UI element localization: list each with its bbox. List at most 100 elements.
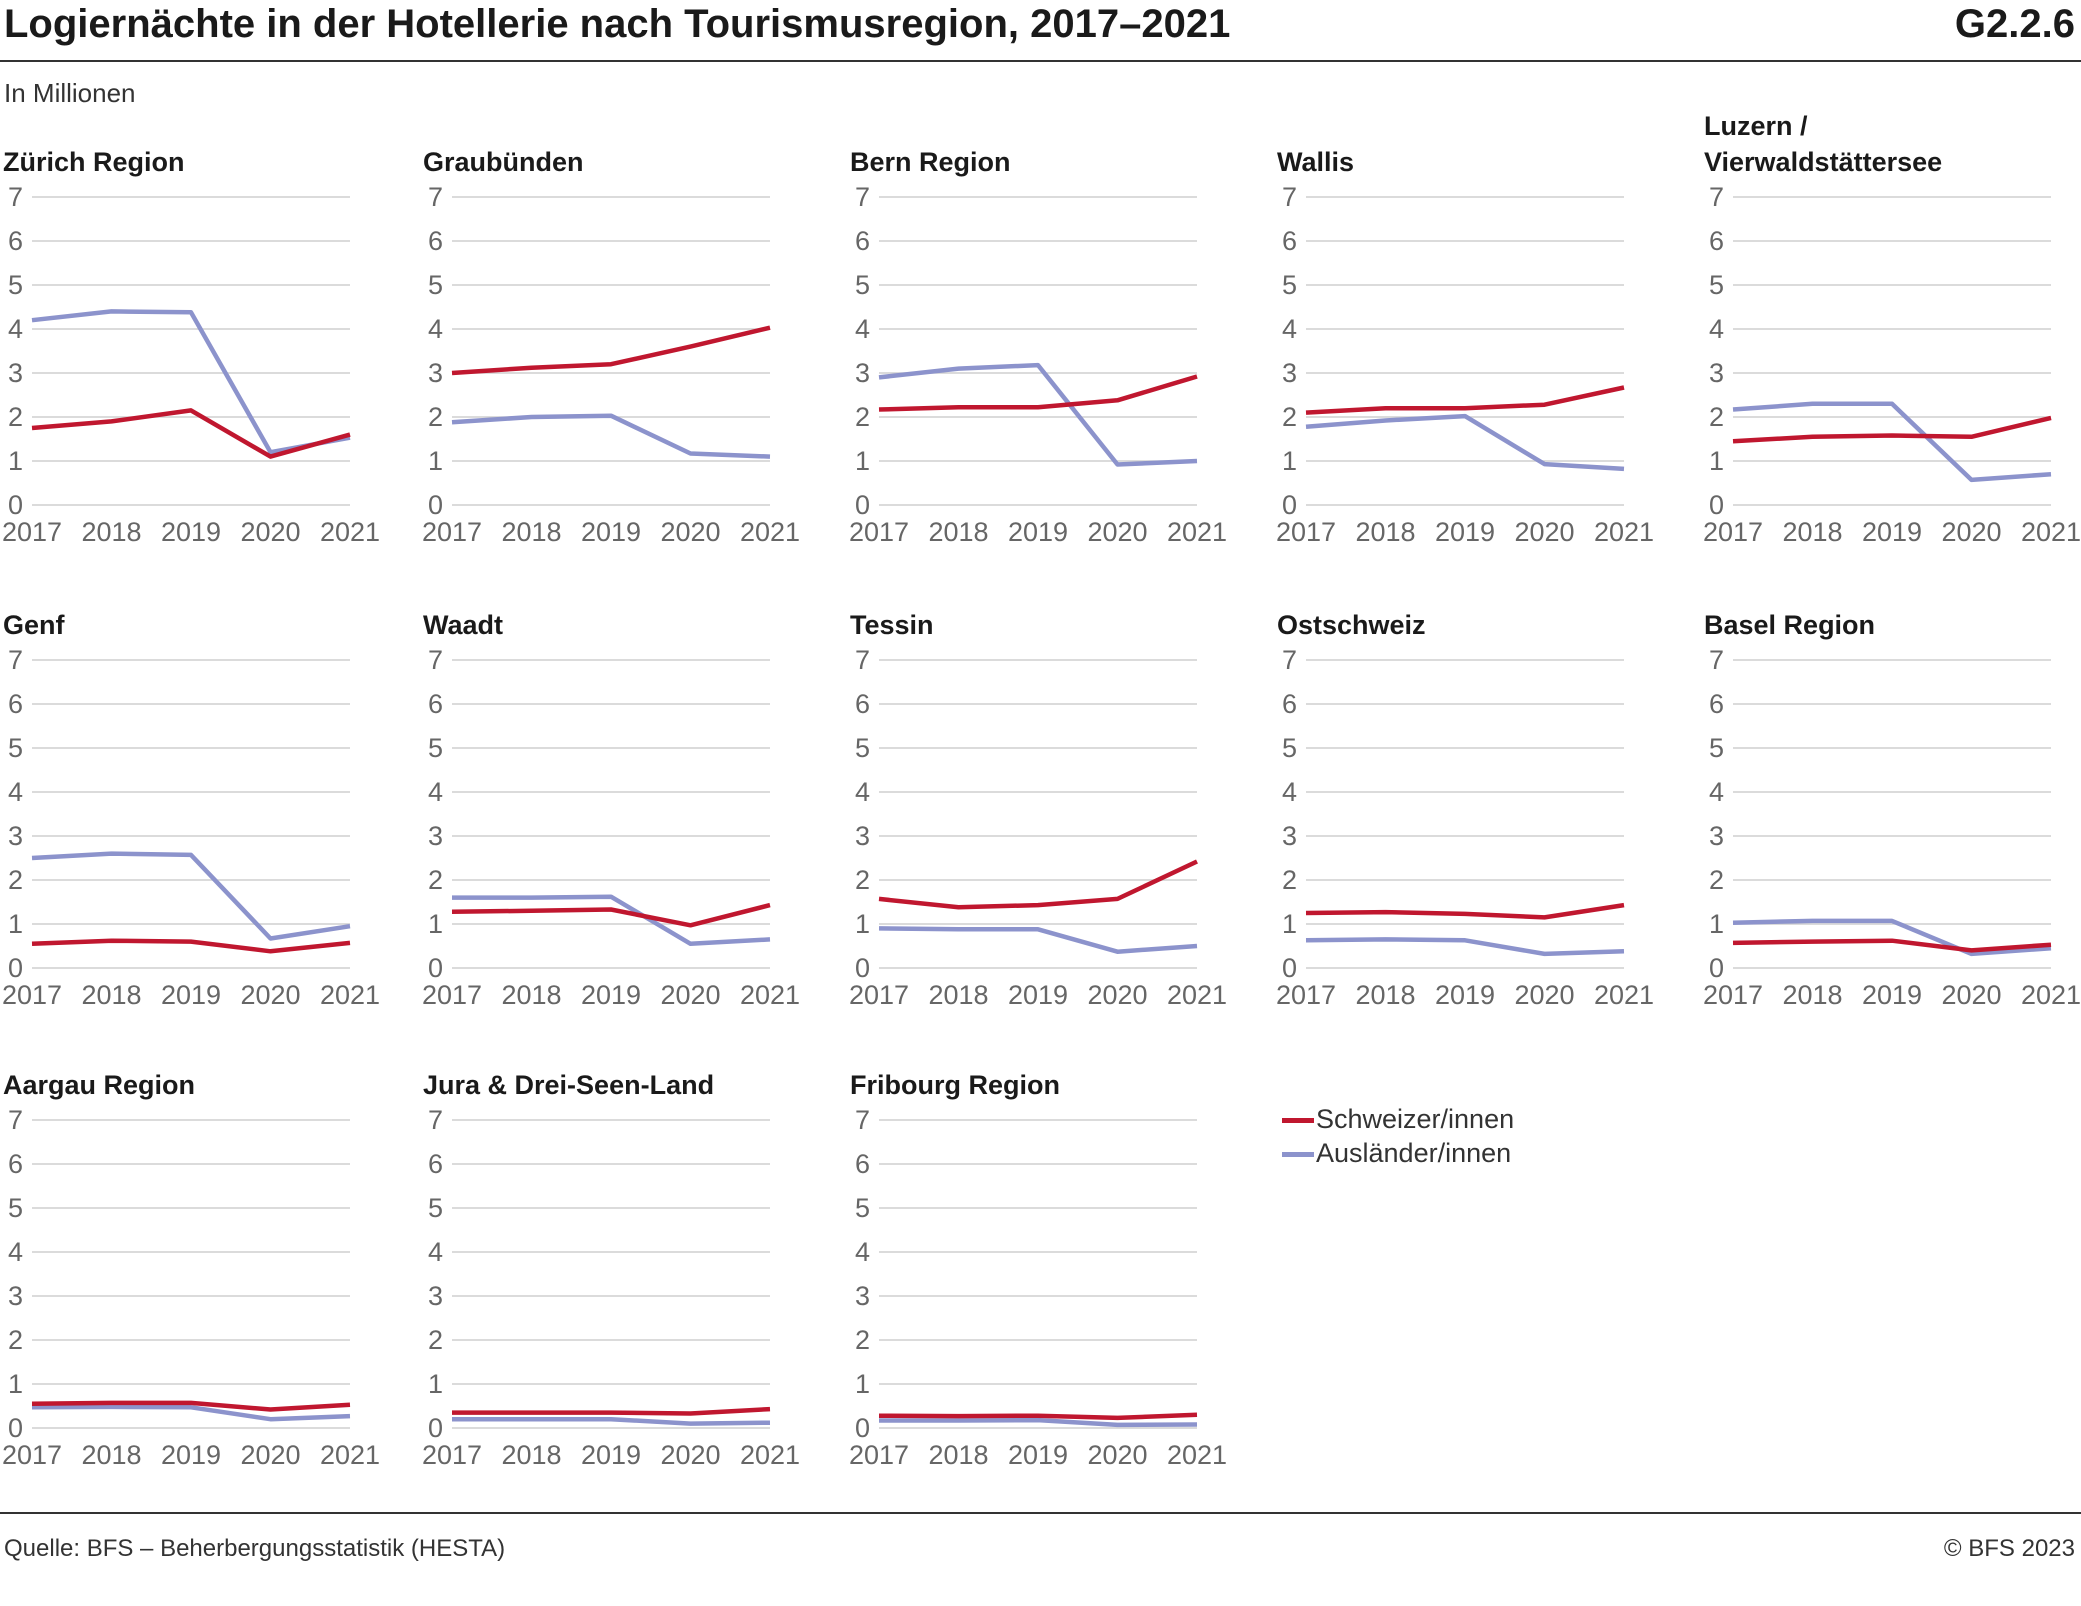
- chart-genf-y-tick-label: 2: [8, 865, 23, 895]
- chart-aargau-region-y-tick-label: 1: [8, 1369, 23, 1399]
- legend-label-auslaender: Ausländer/innen: [1316, 1138, 1512, 1168]
- chart-luzern-vierwaldstättersee-y-tick-label: 6: [1709, 226, 1724, 256]
- chart-waadt-y-tick-label: 0: [428, 953, 443, 983]
- chart-wallis-title: Wallis: [1277, 147, 1354, 177]
- chart-luzern-vierwaldstättersee-y-tick-label: 5: [1709, 270, 1724, 300]
- chart-genf-y-tick-label: 3: [8, 821, 23, 851]
- chart-basel-region-y-tick-label: 1: [1709, 909, 1724, 939]
- chart-ostschweiz-y-tick-label: 2: [1282, 865, 1297, 895]
- chart-zürich-region-y-tick-label: 5: [8, 270, 23, 300]
- chart-ostschweiz-y-tick-label: 1: [1282, 909, 1297, 939]
- chart-jura-drei-seen-land-y-tick-label: 5: [428, 1193, 443, 1223]
- chart-waadt-series-schweizer-line: [451, 902, 771, 928]
- chart-jura-drei-seen-land-y-tick-label: 7: [428, 1105, 443, 1135]
- chart-luzern-vierwaldstättersee-y-tick-label: 4: [1709, 314, 1724, 344]
- chart-tessin-y-tick-label: 6: [855, 689, 870, 719]
- chart-ostschweiz-y-tick-label: 3: [1282, 821, 1297, 851]
- chart-luzern-vierwaldstättersee-title: Luzern /: [1704, 111, 1808, 141]
- chart-tessin-y-tick-label: 5: [855, 733, 870, 763]
- chart-aargau-region-series-schweizer-line: [31, 1400, 351, 1412]
- chart-genf-x-tick-label: 2021: [320, 980, 380, 1010]
- chart-graubünden-y-tick-label: 1: [428, 446, 443, 476]
- chart-zürich-region-x-tick-label: 2018: [81, 517, 141, 547]
- chart-bern-region-y-tick-label: 1: [855, 446, 870, 476]
- chart-ostschweiz-x-tick-label: 2019: [1435, 980, 1495, 1010]
- chart-basel-region-x-tick-label: 2018: [1782, 980, 1842, 1010]
- chart-zürich-region-series-auslaender-line: [31, 309, 351, 455]
- chart-genf-y-tick-label: 1: [8, 909, 23, 939]
- chart-wallis-y-tick-label: 1: [1282, 446, 1297, 476]
- legend-swatch-auslaender: [1282, 1152, 1314, 1157]
- chart-jura-drei-seen-land: Jura & Drei-Seen-Land 0 1 2 3 4 5 6 7 2017 2018 201…: [422, 1070, 800, 1470]
- chart-zürich-region-title: Zürich Region: [3, 147, 185, 177]
- chart-zürich-region-y-tick-label: 2: [8, 402, 23, 432]
- chart-bern-region-y-tick-label: 4: [855, 314, 870, 344]
- chart-zürich-region-x-tick-label: 2017: [2, 517, 62, 547]
- chart-zürich-region-y-tick-label: 3: [8, 358, 23, 388]
- chart-wallis-x-tick-label: 2017: [1276, 517, 1336, 547]
- chart-luzern-vierwaldstättersee: Luzern / Vierwaldstättersee 0 1 2 3 4 5 6 7 2017 20…: [1703, 111, 2081, 547]
- chart-aargau-region-y-tick-label: 2: [8, 1325, 23, 1355]
- chart-aargau-region-x-tick-label: 2017: [2, 1440, 62, 1470]
- chart-graubünden-y-tick-label: 4: [428, 314, 443, 344]
- chart-fribourg-region-y-tick-label: 5: [855, 1193, 870, 1223]
- chart-graubünden-y-tick-label: 6: [428, 226, 443, 256]
- chart-bern-region-y-tick-label: 0: [855, 490, 870, 520]
- legend-swatch-schweizer: [1282, 1118, 1314, 1123]
- chart-tessin-y-tick-label: 7: [855, 645, 870, 675]
- chart-genf-x-tick-label: 2019: [161, 980, 221, 1010]
- chart-jura-drei-seen-land-x-tick-label: 2017: [422, 1440, 482, 1470]
- chart-ostschweiz-series-auslaender-line: [1305, 937, 1625, 957]
- chart-ostschweiz-x-tick-label: 2018: [1355, 980, 1415, 1010]
- chart-fribourg-region-y-tick-label: 1: [855, 1369, 870, 1399]
- source-note: Quelle: BFS – Beherbergungsstatistik (HE…: [4, 1535, 506, 1562]
- chart-aargau-region-y-tick-label: 0: [8, 1413, 23, 1443]
- chart-luzern-vierwaldstättersee-x-tick-label: 2019: [1862, 517, 1922, 547]
- chart-ostschweiz-x-tick-label: 2017: [1276, 980, 1336, 1010]
- chart-luzern-vierwaldstättersee-y-tick-label: 1: [1709, 446, 1724, 476]
- chart-wallis-y-tick-label: 6: [1282, 226, 1297, 256]
- chart-zürich-region-series-schweizer-line: [31, 408, 351, 459]
- chart-aargau-region-x-tick-label: 2021: [320, 1440, 380, 1470]
- chart-aargau-region-y-tick-label: 5: [8, 1193, 23, 1223]
- chart-aargau-region-title: Aargau Region: [3, 1070, 195, 1100]
- chart-luzern-vierwaldstättersee-y-tick-label: 3: [1709, 358, 1724, 388]
- chart-genf-y-tick-label: 6: [8, 689, 23, 719]
- chart-bern-region-x-tick-label: 2018: [928, 517, 988, 547]
- chart-wallis-x-tick-label: 2019: [1435, 517, 1495, 547]
- chart-bern-region-title: Bern Region: [850, 147, 1011, 177]
- chart-wallis-x-tick-label: 2018: [1355, 517, 1415, 547]
- chart-graubünden-x-tick-label: 2018: [501, 517, 561, 547]
- chart-jura-drei-seen-land-y-tick-label: 6: [428, 1149, 443, 1179]
- chart-luzern-vierwaldstättersee-y-tick-label: 0: [1709, 490, 1724, 520]
- chart-genf-y-tick-label: 7: [8, 645, 23, 675]
- chart-ostschweiz-y-tick-label: 6: [1282, 689, 1297, 719]
- chart-waadt-y-tick-label: 4: [428, 777, 443, 807]
- chart-aargau-region-x-tick-label: 2019: [161, 1440, 221, 1470]
- chart-genf-series-schweizer-line: [31, 938, 351, 954]
- chart-basel-region-x-tick-label: 2017: [1703, 980, 1763, 1010]
- chart-waadt-x-tick-label: 2018: [501, 980, 561, 1010]
- chart-fribourg-region-series-schweizer-line: [878, 1412, 1198, 1421]
- chart-graubünden-x-tick-label: 2020: [660, 517, 720, 547]
- chart-fribourg-region-x-tick-label: 2020: [1087, 1440, 1147, 1470]
- chart-fribourg-region: Fribourg Region 0 1 2 3 4 5 6 7 2017 2018 2019 2020 2…: [849, 1070, 1227, 1470]
- chart-graubünden-y-tick-label: 7: [428, 182, 443, 212]
- chart-waadt-y-tick-label: 5: [428, 733, 443, 763]
- chart-aargau-region-y-tick-label: 3: [8, 1281, 23, 1311]
- chart-jura-drei-seen-land-series-schweizer-line: [452, 1406, 771, 1416]
- chart-fribourg-region-y-tick-label: 4: [855, 1237, 870, 1267]
- chart-tessin-y-tick-label: 4: [855, 777, 870, 807]
- header-divider: [0, 60, 2081, 62]
- chart-tessin-x-tick-label: 2017: [849, 980, 909, 1010]
- chart-bern-region-y-tick-label: 3: [855, 358, 870, 388]
- chart-waadt-x-tick-label: 2017: [422, 980, 482, 1010]
- chart-genf-y-tick-label: 0: [8, 953, 23, 983]
- chart-fribourg-region-y-tick-label: 2: [855, 1325, 870, 1355]
- chart-jura-drei-seen-land-y-tick-label: 0: [428, 1413, 443, 1443]
- chart-tessin-y-tick-label: 0: [855, 953, 870, 983]
- chart-waadt-x-tick-label: 2020: [660, 980, 720, 1010]
- chart-basel-region-series-schweizer-line: [1732, 938, 2052, 953]
- chart-basel-region-y-tick-label: 0: [1709, 953, 1724, 983]
- chart-ostschweiz-y-tick-label: 0: [1282, 953, 1297, 983]
